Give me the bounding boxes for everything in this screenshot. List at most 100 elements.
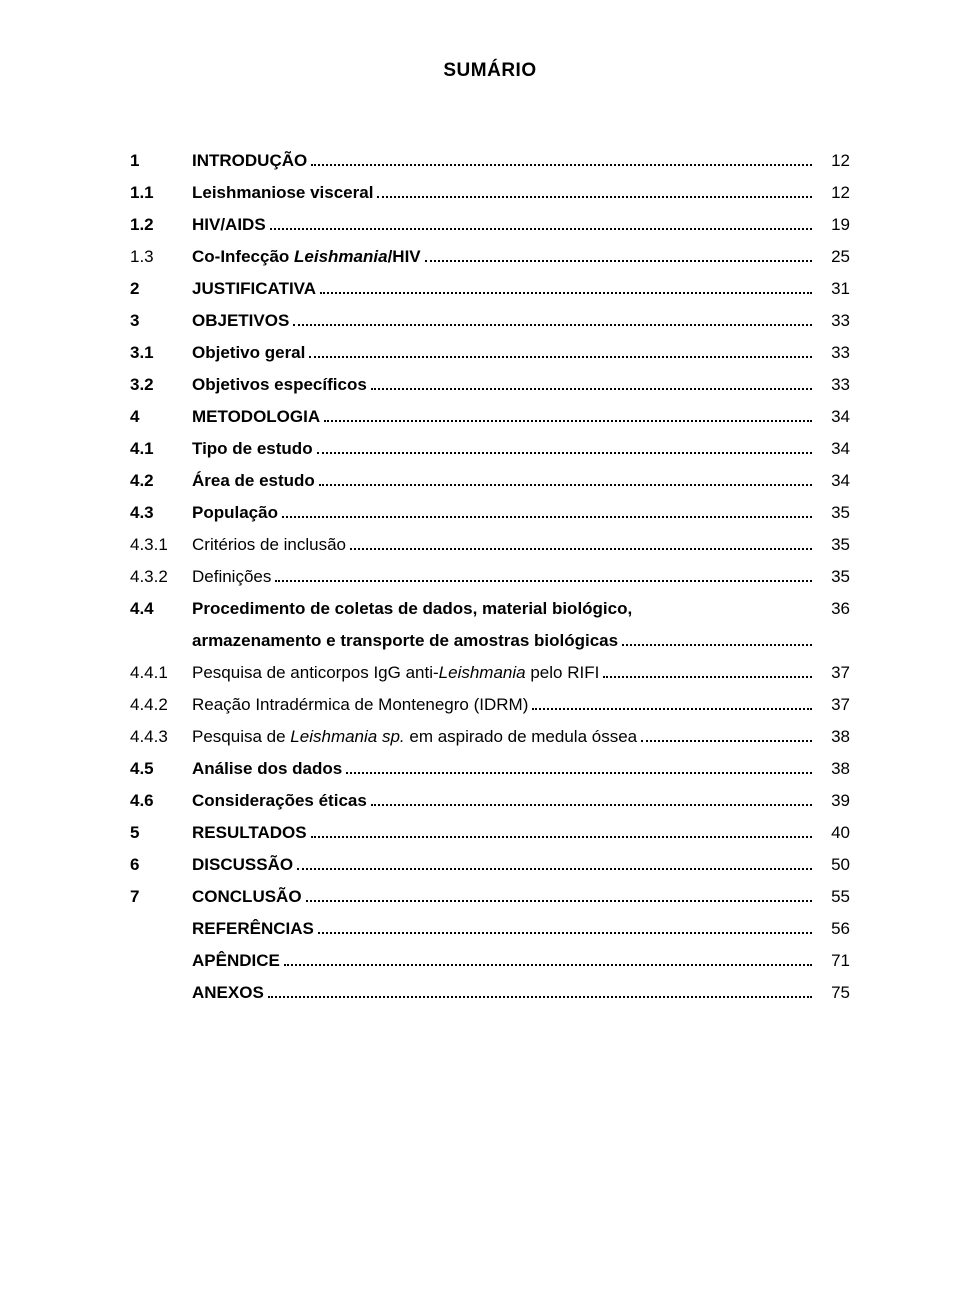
toc-page-number: 38 [816,760,850,777]
toc-number: 4.4.3 [130,728,192,745]
toc-leader-dots [318,920,812,934]
toc-label-text: População [192,504,278,521]
toc-label-text: ANEXOS [192,984,264,1001]
toc-leader-dots [320,280,812,294]
toc-number: 4.2 [130,472,192,489]
toc-leader-dots [371,792,812,806]
toc-label: População [192,504,816,521]
toc-leader-dots [297,856,812,870]
toc-leader-dots [641,728,812,742]
toc-number: 7 [130,888,192,905]
toc-page-number: 37 [816,696,850,713]
toc-label: Definições [192,568,816,585]
toc-leader-dots [275,568,812,582]
toc-row: 1.2HIV/AIDS19 [130,216,850,233]
toc-page-number: 12 [816,152,850,169]
toc-label-text: HIV/AIDS [192,216,266,233]
toc-page-number: 33 [816,312,850,329]
toc-label: RESULTADOS [192,824,816,841]
toc-row: 4.1Tipo de estudo34 [130,440,850,457]
toc-row: 1.3Co-Infecção Leishmania/HIV25 [130,248,850,265]
toc-label: JUSTIFICATIVA [192,280,816,297]
toc-label: Reação Intradérmica de Montenegro (IDRM) [192,696,816,713]
toc-page-number: 33 [816,344,850,361]
toc-label: Pesquisa de anticorpos IgG anti-Leishman… [192,664,816,681]
toc-label-text: Pesquisa de anticorpos IgG anti-Leishman… [192,664,599,681]
toc-leader-dots [293,312,812,326]
toc-row: 6DISCUSSÃO50 [130,856,850,873]
toc-number: 6 [130,856,192,873]
toc-row: 3.1Objetivo geral33 [130,344,850,361]
toc-label-line1: Procedimento de coletas de dados, materi… [192,600,816,617]
toc-row: 4.3.2Definições35 [130,568,850,585]
toc-label-text: METODOLOGIA [192,408,320,425]
toc-label: APÊNDICE [192,952,816,969]
toc-label: Objetivos específicos [192,376,816,393]
toc-row: ANEXOS 75 [130,984,850,1001]
toc-leader-dots [324,408,812,422]
toc-leader-dots [317,440,812,454]
toc-label: Co-Infecção Leishmania/HIV [192,248,816,265]
toc-label: INTRODUÇÃO [192,152,816,169]
toc-number: 4.4.1 [130,664,192,681]
toc-label-text: Objetivos específicos [192,376,367,393]
toc-number: 3.2 [130,376,192,393]
toc-page-number: 35 [816,504,850,521]
toc-number: 1 [130,152,192,169]
toc-page-number: 36 [816,600,850,617]
toc-number: 4.6 [130,792,192,809]
toc-label: REFERÊNCIAS [192,920,816,937]
toc-label-text: Pesquisa de Leishmania sp. em aspirado d… [192,728,637,745]
toc-label-text: Análise dos dados [192,760,342,777]
toc-number: 4.4.2 [130,696,192,713]
toc-label: Considerações éticas [192,792,816,809]
toc-label: Área de estudo [192,472,816,489]
toc-label-text: JUSTIFICATIVA [192,280,316,297]
toc-page-number: 33 [816,376,850,393]
toc-leader-dots [311,824,812,838]
toc-page-number: 31 [816,280,850,297]
toc-number: 4 [130,408,192,425]
toc-page-number: 34 [816,472,850,489]
toc-page-number: 19 [816,216,850,233]
toc-page-number: 25 [816,248,850,265]
toc-row: 1INTRODUÇÃO 12 [130,152,850,169]
toc-leader-dots [371,376,812,390]
toc-leader-dots [282,504,812,518]
toc-label-text: RESULTADOS [192,824,307,841]
toc-leader-dots [270,216,812,230]
toc-row: 7CONCLUSÃO55 [130,888,850,905]
toc-label: Análise dos dados [192,760,816,777]
toc-number: 4.5 [130,760,192,777]
toc-leader-dots [284,952,812,966]
toc-row: 4.3População 35 [130,504,850,521]
toc-page-number: 12 [816,184,850,201]
toc-number: 4.3 [130,504,192,521]
toc-page-number: 71 [816,952,850,969]
toc-row: 3OBJETIVOS33 [130,312,850,329]
toc-label-text: INTRODUÇÃO [192,152,307,169]
toc-label-text: Definições [192,568,271,585]
page-title: SUMÁRIO [130,60,850,82]
toc-leader-dots [532,696,812,710]
toc-label-text: Tipo de estudo [192,440,313,457]
toc-label-text: Reação Intradérmica de Montenegro (IDRM) [192,696,528,713]
toc-row: 4.4.2Reação Intradérmica de Montenegro (… [130,696,850,713]
toc-row: 5RESULTADOS40 [130,824,850,841]
toc-label-line2: armazenamento e transporte de amostras b… [192,632,618,649]
toc-label-text: Área de estudo [192,472,315,489]
toc-row: 4.4.3Pesquisa de Leishmania sp. em aspir… [130,728,850,745]
toc-label: DISCUSSÃO [192,856,816,873]
toc-leader-dots [350,536,812,550]
toc-leader-dots [309,344,812,358]
toc-number: 1.3 [130,248,192,265]
toc-label: Tipo de estudo [192,440,816,457]
toc-leader-dots [346,760,812,774]
page: SUMÁRIO 1INTRODUÇÃO121.1Leishmaniose vis… [0,0,960,1298]
toc-label: HIV/AIDS [192,216,816,233]
toc-page-number: 75 [816,984,850,1001]
toc-number: 3.1 [130,344,192,361]
toc-label: OBJETIVOS [192,312,816,329]
toc-label: Pesquisa de Leishmania sp. em aspirado d… [192,728,816,745]
toc-page-number: 55 [816,888,850,905]
